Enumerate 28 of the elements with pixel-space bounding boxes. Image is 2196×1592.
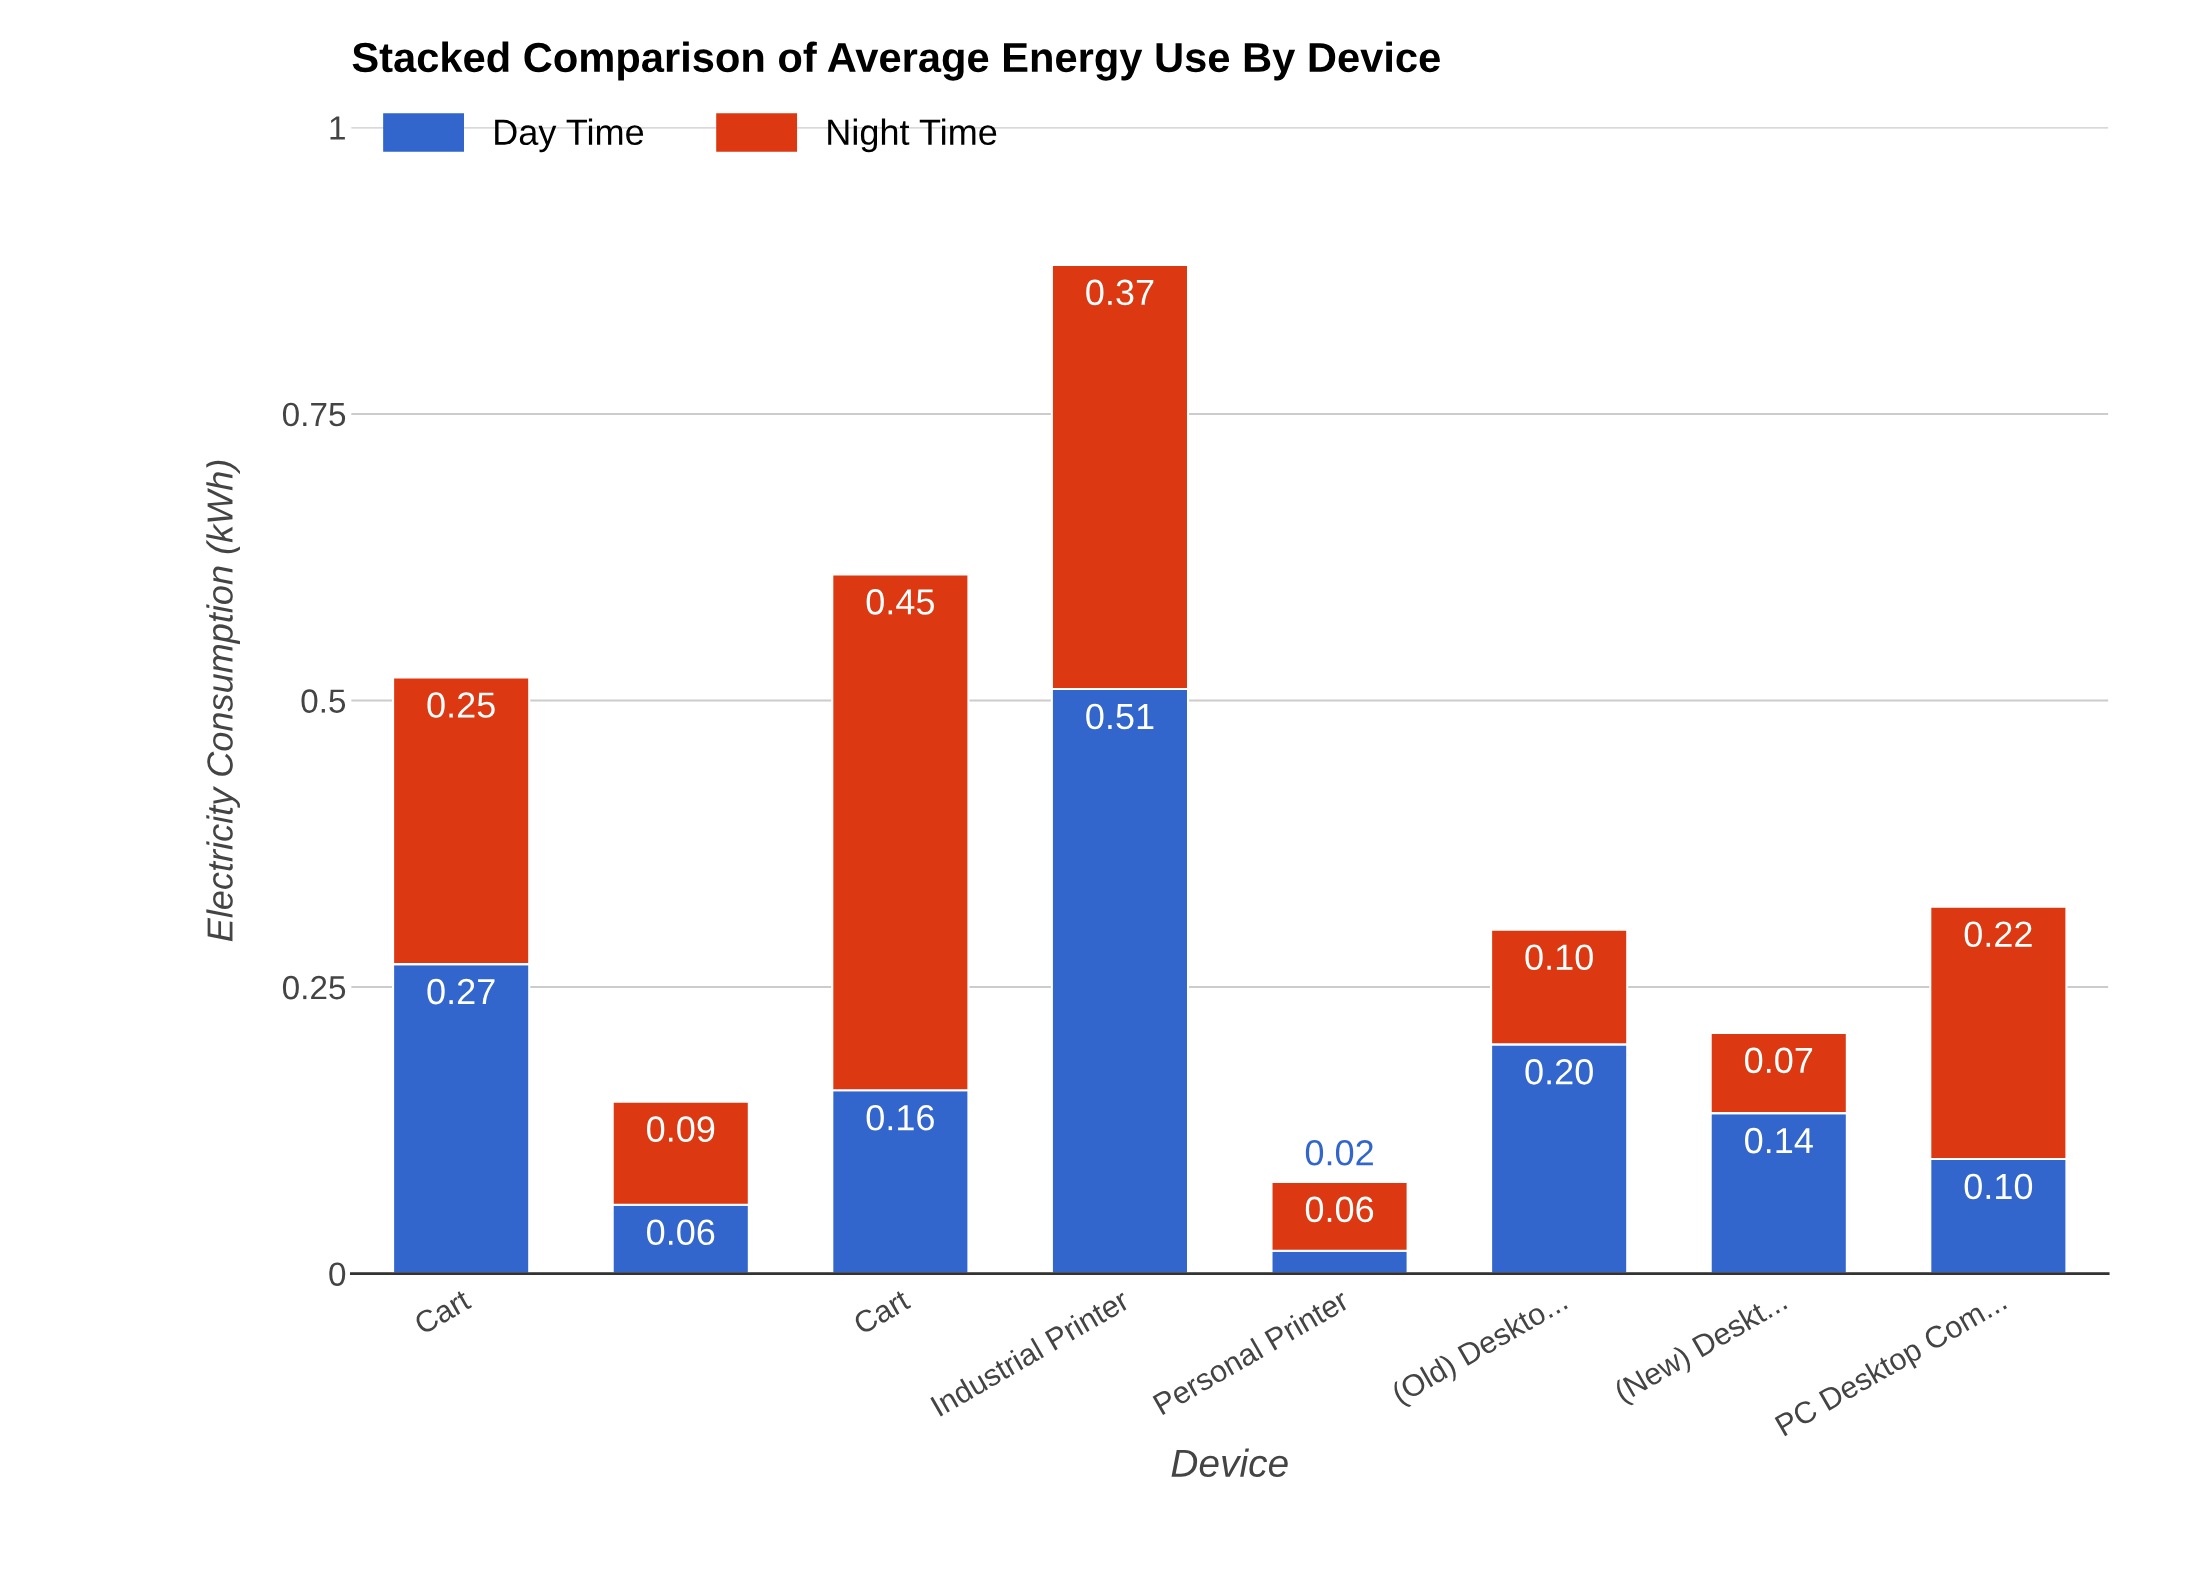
data-label: 0.20 <box>1525 1059 1593 1085</box>
data-label: 0.22 <box>1964 921 2032 948</box>
data-label: 0.06 <box>647 1219 715 1246</box>
chart-title: Stacked Comparison of Average Energy Use By Device <box>352 41 1440 81</box>
data-label: 0.25 <box>427 692 495 718</box>
y-tick-label: 0 <box>329 1262 346 1287</box>
x-tick-label: Cart <box>412 1288 473 1336</box>
data-label: 0.10 <box>1964 1173 2033 1200</box>
x-tick-label: Cart <box>852 1288 912 1336</box>
data-label: 0.16 <box>866 1104 934 1131</box>
data-label: 0.45 <box>866 589 934 615</box>
legend-label: Day Time <box>495 118 644 153</box>
data-label: 0.14 <box>1745 1127 1813 1154</box>
data-label: 0.10 <box>1525 944 1593 971</box>
y-tick-label: 0.25 <box>282 975 346 1000</box>
data-label: 0.37 <box>1086 279 1154 306</box>
data-label: 0.02 <box>1305 1140 1373 1166</box>
data-label: 0.09 <box>647 1116 715 1142</box>
data-label: 0.06 <box>1305 1196 1374 1223</box>
data-label: 0.07 <box>1745 1047 1813 1074</box>
data-label: 0.27 <box>427 978 495 1005</box>
x-axis-title: Device <box>1171 1448 1288 1478</box>
y-tick-label: 1 <box>330 116 345 140</box>
y-tick-label: 0.5 <box>301 689 346 713</box>
data-label: 0.51 <box>1086 703 1154 730</box>
y-axis-title: Electricity Consumption (kWh) <box>206 460 240 942</box>
legend-label: Night Time <box>828 118 997 153</box>
y-tick-label: 0.75 <box>282 402 346 427</box>
